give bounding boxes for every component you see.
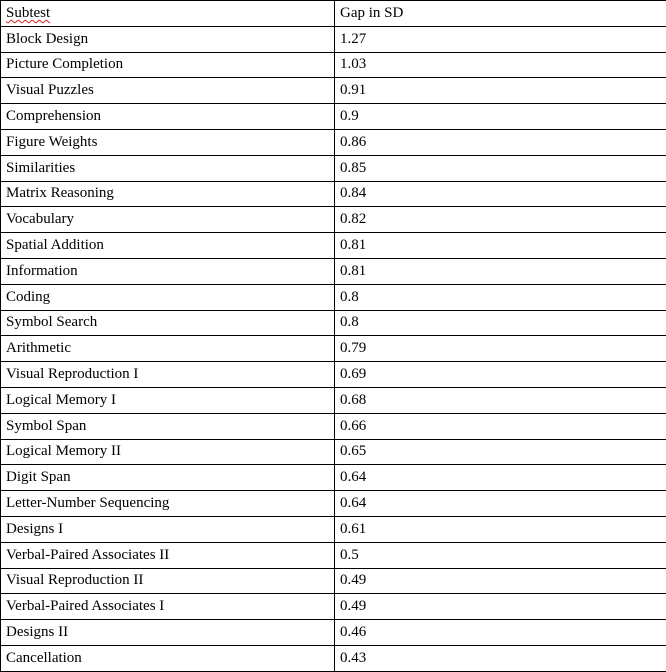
gap-cell: 0.86	[335, 129, 666, 155]
subtest-cell: Comprehension	[1, 104, 335, 130]
subtest-cell: Block Design	[1, 26, 335, 52]
gap-cell: 0.69	[335, 362, 666, 388]
subtest-cell: Verbal-Paired Associates II	[1, 542, 335, 568]
subtest-cell: Logical Memory II	[1, 439, 335, 465]
subtest-cell: Designs I	[1, 516, 335, 542]
gap-cell: 0.8	[335, 310, 666, 336]
subtest-cell: Matrix Reasoning	[1, 181, 335, 207]
header-gap: Gap in SD	[335, 1, 666, 27]
gap-cell: 0.84	[335, 181, 666, 207]
gap-cell: 0.85	[335, 155, 666, 181]
gap-cell: 0.65	[335, 439, 666, 465]
subtest-cell: Similarities	[1, 155, 335, 181]
header-row: Subtest Gap in SD	[1, 1, 666, 27]
gap-cell: 0.68	[335, 387, 666, 413]
gap-cell: 1.03	[335, 52, 666, 78]
gap-cell: 1.27	[335, 26, 666, 52]
gap-cell: 0.8	[335, 284, 666, 310]
subtest-cell: Verbal-Paired Associates I	[1, 594, 335, 620]
subtest-cell: Information	[1, 258, 335, 284]
gap-cell: 0.82	[335, 207, 666, 233]
gap-cell: 0.49	[335, 594, 666, 620]
gap-cell: 0.81	[335, 233, 666, 259]
subtest-cell: Arithmetic	[1, 336, 335, 362]
gap-cell: 0.49	[335, 568, 666, 594]
subtest-cell: Spatial Addition	[1, 233, 335, 259]
subtest-cell: Coding	[1, 284, 335, 310]
gap-cell: 0.9	[335, 104, 666, 130]
subtest-cell: Digit Span	[1, 465, 335, 491]
subtest-cell: Logical Memory I	[1, 387, 335, 413]
subtest-cell: Designs II	[1, 620, 335, 646]
subtest-cell: Letter-Number Sequencing	[1, 491, 335, 517]
gap-cell: 0.64	[335, 491, 666, 517]
subtest-cell: Symbol Span	[1, 413, 335, 439]
header-subtest: Subtest	[1, 1, 335, 27]
subtest-cell: Figure Weights	[1, 129, 335, 155]
subtest-cell: Vocabulary	[1, 207, 335, 233]
gap-cell: 0.5	[335, 542, 666, 568]
subtest-cell: Picture Completion	[1, 52, 335, 78]
subtest-cell: Visual Puzzles	[1, 78, 335, 104]
gap-cell: 0.81	[335, 258, 666, 284]
gap-cell: 0.46	[335, 620, 666, 646]
gap-cell: 0.91	[335, 78, 666, 104]
gap-cell: 0.66	[335, 413, 666, 439]
gap-cell: 0.61	[335, 516, 666, 542]
gap-cell: 0.43	[335, 645, 666, 671]
subtest-cell: Cancellation	[1, 645, 335, 671]
gap-cell: 0.79	[335, 336, 666, 362]
subtest-cell: Symbol Search	[1, 310, 335, 336]
subtest-cell: Visual Reproduction I	[1, 362, 335, 388]
header-subtest-text: Subtest	[6, 5, 50, 21]
subtest-cell: Visual Reproduction II	[1, 568, 335, 594]
gap-cell: 0.64	[335, 465, 666, 491]
